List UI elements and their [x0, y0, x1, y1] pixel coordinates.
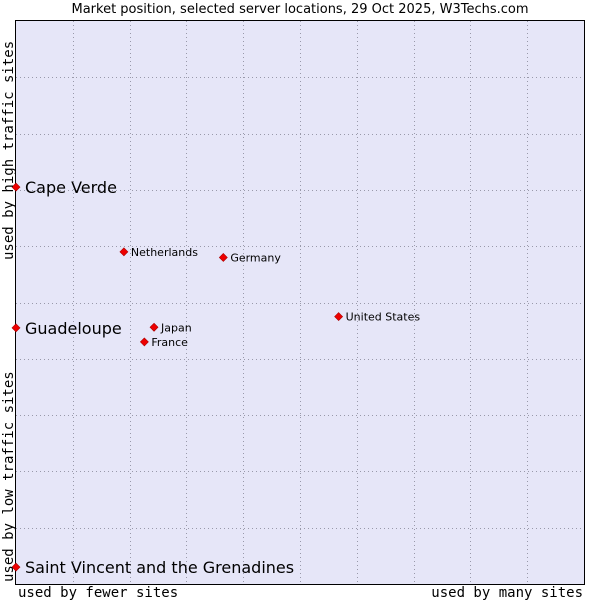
point-label-cape-verde: Cape Verde [25, 178, 117, 197]
point-marker-saint-vincent-and-the-grenadines [11, 562, 21, 572]
x-axis-label-high: used by many sites [431, 585, 583, 600]
point-marker-netherlands [119, 247, 129, 257]
point-marker-germany [218, 253, 228, 262]
grid-lines [16, 21, 584, 584]
plot-area [15, 20, 585, 585]
point-marker-japan [149, 322, 159, 332]
point-label-france: France [151, 336, 188, 349]
point-marker-guadeloupe [11, 323, 21, 333]
point-label-saint-vincent-and-the-grenadines: Saint Vincent and the Grenadines [25, 558, 294, 577]
point-marker-united-states [334, 312, 344, 321]
point-marker-cape-verde [11, 182, 21, 192]
point-label-guadeloupe: Guadeloupe [25, 319, 122, 338]
y-axis-label-high: used by high traffic sites [1, 41, 17, 260]
point-label-germany: Germany [230, 251, 281, 264]
chart-title: Market position, selected server locatio… [71, 2, 529, 17]
point-label-united-states: United States [346, 311, 421, 324]
x-axis-label-low: used by fewer sites [18, 585, 178, 600]
point-marker-france [139, 337, 149, 347]
y-axis-label-low: used by low traffic sites [1, 371, 17, 582]
data-points: Cape Verde Netherlands Germany Guadeloupe Un… [11, 178, 421, 577]
point-label-netherlands: Netherlands [131, 246, 198, 259]
point-label-japan: Japan [160, 321, 192, 334]
